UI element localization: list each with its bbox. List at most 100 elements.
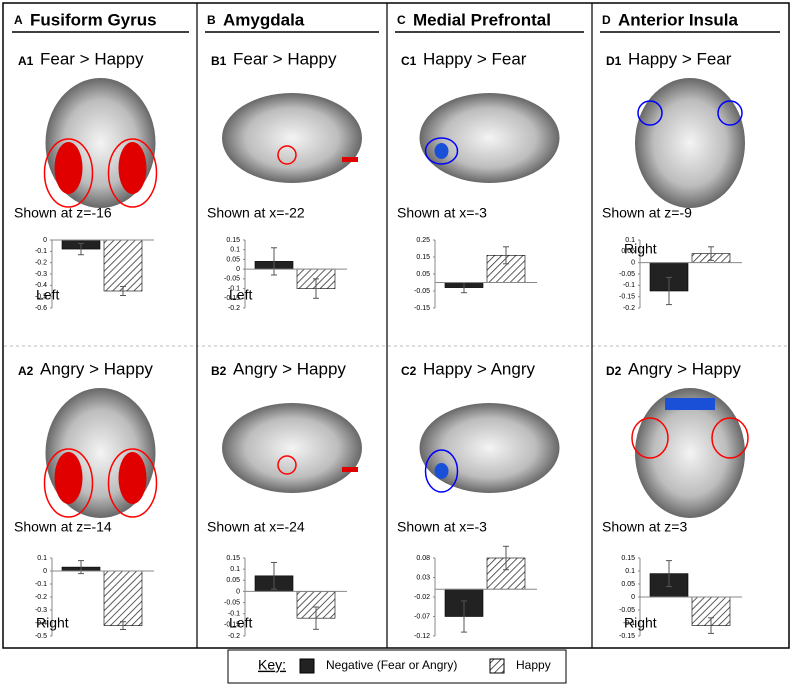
roi-blob [665, 398, 715, 410]
y-tick-label: 0.1 [625, 568, 635, 575]
panel-id: D1 [606, 54, 622, 68]
y-tick-label: -0.1 [35, 248, 47, 255]
y-tick-label: 0.1 [625, 237, 635, 244]
bar [103, 239, 143, 292]
panel-contrast: Happy > Angry [423, 359, 535, 378]
panel-caption: Shown at z=-14 [14, 519, 112, 535]
panel-caption: Shown at x=-22 [207, 205, 305, 221]
y-tick-label: 0.1 [230, 566, 240, 573]
panel-caption: Shown at x=-24 [207, 519, 305, 535]
bar [103, 570, 143, 626]
roi-blob [434, 143, 449, 159]
y-tick-label: -0.4 [35, 620, 47, 627]
y-tick-label: -0.2 [228, 305, 240, 312]
key-item: Happy [516, 658, 551, 672]
panel-contrast: Happy > Fear [423, 49, 527, 68]
y-tick-label: 0 [236, 266, 240, 273]
y-tick-label: 0 [236, 588, 240, 595]
y-tick-label: -0.5 [35, 294, 47, 301]
roi-circle [424, 137, 459, 165]
y-tick-label: -0.2 [35, 594, 47, 601]
panel-id: B2 [211, 364, 227, 378]
roi-circle [424, 449, 459, 493]
y-tick-label: -0.2 [228, 633, 240, 640]
y-tick-label: -0.2 [35, 260, 47, 267]
roi-circle [717, 100, 743, 126]
y-tick-label: -0.1 [228, 611, 240, 618]
y-tick-label: 0.03 [416, 574, 430, 581]
panel-caption: Shown at x=-3 [397, 519, 487, 535]
y-tick-label: -0.3 [35, 607, 47, 614]
panel-contrast: Angry > Happy [628, 359, 741, 378]
y-tick-label: 0 [631, 260, 635, 267]
brain-image [419, 403, 560, 493]
roi-blob [118, 452, 147, 504]
roi-circle [43, 448, 94, 518]
brain-image [222, 403, 362, 493]
roi-blob [434, 463, 449, 479]
y-tick-label: -0.15 [619, 294, 635, 301]
y-tick-label: -0.15 [224, 622, 240, 629]
panel-contrast: Fear > Happy [40, 49, 144, 68]
panel-caption: Shown at z=-9 [602, 205, 692, 221]
y-tick-label: -0.05 [224, 276, 240, 283]
panel-id: D2 [606, 364, 622, 378]
y-tick-label: 0.15 [621, 555, 635, 562]
y-tick-label: -0.05 [414, 288, 430, 295]
y-tick-label: -0.15 [619, 633, 635, 640]
frame [2, 2, 790, 649]
y-tick-label: -0.1 [228, 285, 240, 292]
y-tick-label: -0.4 [35, 282, 47, 289]
key-swatch [299, 658, 315, 674]
brain-image [635, 78, 745, 208]
side-label: Right [624, 615, 657, 631]
column-title: Fusiform Gyrus [30, 10, 157, 29]
y-tick-label: -0.02 [414, 594, 430, 601]
y-tick-label: 0.1 [37, 555, 47, 562]
panel-id: B1 [211, 54, 227, 68]
roi-circle [711, 417, 749, 459]
panel-caption: Shown at x=-3 [397, 205, 487, 221]
y-tick-label: 0.05 [416, 271, 430, 278]
column-letter: D [602, 13, 611, 27]
column-letter: A [14, 13, 23, 27]
roi-circle [277, 145, 297, 165]
panel-caption: Shown at z=-16 [14, 205, 112, 221]
panel-id: A1 [18, 54, 34, 68]
key-label: Key: [258, 657, 286, 673]
column-title: Anterior Insula [618, 10, 739, 29]
brain-image [635, 388, 745, 518]
panel-caption: Shown at z=3 [602, 519, 687, 535]
roi-circle [107, 138, 158, 208]
side-label: Right [624, 241, 657, 257]
y-tick-label: -0.07 [414, 613, 430, 620]
y-tick-label: -0.05 [619, 271, 635, 278]
side-label: Right [36, 615, 69, 631]
roi-circle [43, 138, 94, 208]
y-tick-label: -0.15 [414, 305, 430, 312]
y-tick-label: 0.08 [416, 555, 430, 562]
brain-image [419, 93, 560, 183]
key-swatch [489, 658, 505, 674]
y-tick-label: -0.15 [224, 295, 240, 302]
y-tick-label: 0.1 [230, 247, 240, 254]
y-tick-label: 0.05 [621, 581, 635, 588]
roi-blob [342, 467, 358, 472]
y-tick-label: -0.1 [623, 282, 635, 289]
y-tick-label: -0.3 [35, 271, 47, 278]
roi-circle [637, 100, 663, 126]
y-tick-label: -0.05 [619, 607, 635, 614]
y-tick-label: -0.1 [623, 620, 635, 627]
roi-circle [631, 417, 669, 459]
key-item: Negative (Fear or Angry) [326, 658, 457, 672]
side-label: Left [229, 287, 252, 303]
panel-contrast: Fear > Happy [233, 49, 337, 68]
y-tick-label: -0.12 [414, 633, 430, 640]
column-title: Medial Prefrontal [413, 10, 551, 29]
y-tick-label: -0.1 [35, 581, 47, 588]
column-letter: B [207, 13, 216, 27]
roi-circle [107, 448, 158, 518]
column-title: Amygdala [223, 10, 305, 29]
column-letter: C [397, 13, 406, 27]
